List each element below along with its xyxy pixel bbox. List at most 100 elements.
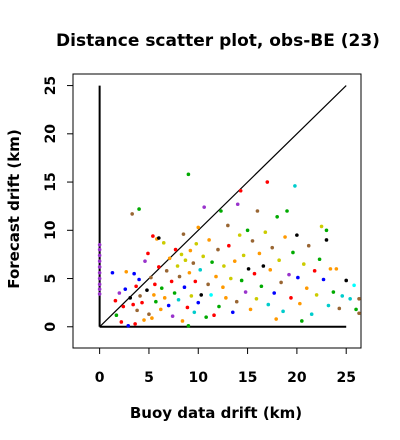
- y-tick-label: 25: [43, 76, 59, 95]
- data-point: [181, 232, 186, 236]
- data-point: [337, 306, 342, 311]
- data-point: [113, 298, 118, 303]
- data-point: [175, 264, 180, 268]
- data-point: [138, 294, 142, 298]
- data-point: [277, 258, 281, 263]
- data-point: [352, 283, 356, 288]
- data-point: [167, 256, 172, 261]
- data-point: [257, 251, 262, 256]
- data-point: [306, 243, 311, 248]
- data-point: [321, 277, 326, 282]
- data-point: [97, 265, 102, 269]
- y-axis-label: Forecast drift (km): [5, 129, 23, 288]
- data-point: [161, 241, 166, 245]
- x-tick-label: 20: [287, 370, 307, 386]
- data-point: [259, 284, 264, 289]
- data-point: [252, 271, 257, 276]
- data-point: [295, 233, 299, 237]
- data-point: [255, 209, 260, 213]
- data-point: [186, 172, 191, 177]
- x-axis-label: Buoy data drift (km): [130, 404, 302, 422]
- data-point: [209, 293, 213, 297]
- y-tick-label: 10: [43, 220, 59, 240]
- data-point: [317, 257, 322, 262]
- data-point: [217, 304, 221, 309]
- data-point: [157, 265, 161, 269]
- x-tick-label: 10: [189, 370, 209, 386]
- y-tick-label: 0: [43, 322, 59, 332]
- data-point: [214, 274, 218, 279]
- data-point: [334, 267, 339, 271]
- data-point: [340, 294, 345, 298]
- data-point: [135, 308, 139, 313]
- data-point: [146, 251, 150, 256]
- data-point: [126, 324, 131, 328]
- data-point: [183, 258, 188, 263]
- data-point: [202, 205, 206, 209]
- data-point: [230, 310, 235, 315]
- data-point: [309, 312, 314, 317]
- data-point: [285, 209, 289, 213]
- data-point: [248, 307, 253, 312]
- data-point: [298, 301, 302, 306]
- data-point: [119, 320, 124, 324]
- data-point: [153, 282, 157, 287]
- x-tick-label: 5: [144, 370, 154, 386]
- data-points: [97, 172, 361, 328]
- data-point: [312, 269, 317, 273]
- data-point: [289, 296, 293, 300]
- data-point: [145, 288, 149, 292]
- data-point: [245, 228, 250, 233]
- data-point: [194, 242, 199, 246]
- data-point: [179, 252, 184, 257]
- data-point: [157, 236, 161, 240]
- data-point: [234, 299, 239, 304]
- data-point: [193, 279, 198, 284]
- data-point: [124, 269, 129, 274]
- data-point: [110, 270, 115, 275]
- data-point: [357, 311, 361, 316]
- data-point: [121, 304, 126, 309]
- data-point: [281, 309, 285, 314]
- data-point: [192, 310, 197, 315]
- data-point: [130, 212, 134, 216]
- data-point: [132, 271, 136, 276]
- data-point: [328, 267, 333, 271]
- data-point: [287, 272, 291, 277]
- data-point: [97, 292, 102, 296]
- data-point: [291, 250, 295, 255]
- data-point: [272, 291, 277, 295]
- data-point: [169, 279, 174, 284]
- data-point: [201, 254, 205, 259]
- data-point: [199, 293, 204, 297]
- data-point: [293, 184, 297, 188]
- data-point: [188, 248, 193, 253]
- data-point: [243, 290, 248, 294]
- data-point: [173, 247, 178, 252]
- data-point: [250, 239, 255, 243]
- data-point: [235, 202, 240, 207]
- x-tick-label: 15: [238, 370, 257, 386]
- data-point: [186, 324, 191, 328]
- data-point: [301, 262, 306, 266]
- data-point: [164, 269, 169, 273]
- data-point: [162, 296, 167, 300]
- x-tick-label: 0: [95, 370, 105, 386]
- data-point: [216, 247, 220, 252]
- chart-title: Distance scatter plot, obs-BE (23): [56, 31, 380, 51]
- data-point: [263, 230, 268, 235]
- data-point: [274, 317, 278, 321]
- data-point: [237, 233, 242, 237]
- data-point: [270, 245, 275, 250]
- data-point: [151, 234, 155, 238]
- data-point: [246, 267, 251, 271]
- reference-lines: [98, 85, 347, 328]
- data-point: [212, 313, 216, 317]
- data-point: [283, 235, 287, 239]
- data-point: [143, 259, 147, 263]
- data-point: [319, 224, 324, 229]
- data-point: [354, 307, 358, 312]
- data-point: [265, 180, 270, 184]
- data-point: [219, 209, 223, 213]
- data-point: [97, 259, 102, 263]
